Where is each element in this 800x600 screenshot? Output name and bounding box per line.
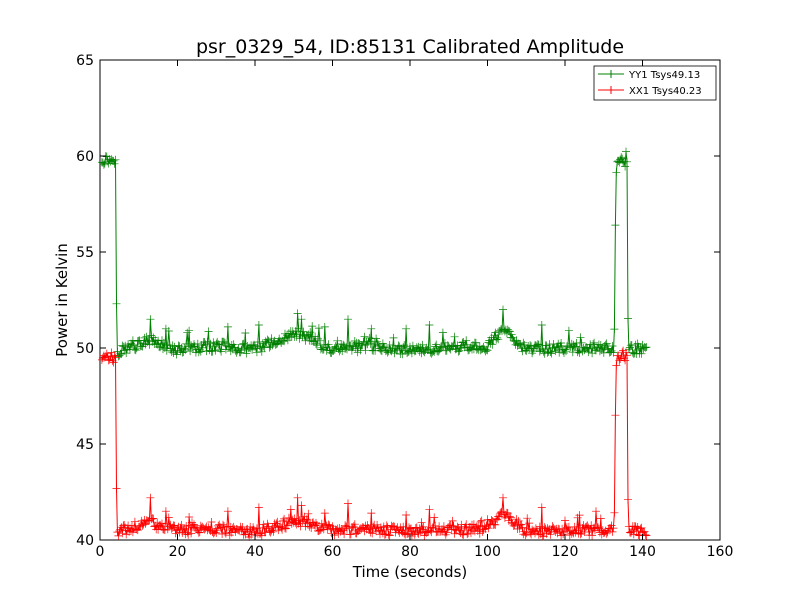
x-tick-label: 60 (324, 544, 342, 560)
legend-marker-xx1 (607, 86, 615, 94)
legend: YY1 Tsys49.13 XX1 Tsys40.23 (593, 65, 717, 101)
x-tick-label: 160 (707, 544, 734, 560)
legend-marker-yy1 (607, 70, 615, 78)
y-axis-label: Power in Kelvin (53, 243, 71, 357)
plot-area: 0 20 40 60 80 100 120 140 160 40 45 50 55 60 65 (76, 53, 733, 560)
y-tick-label: 45 (76, 437, 94, 453)
y-tick-label: 40 (76, 533, 94, 549)
y-tick-label: 55 (76, 245, 94, 261)
legend-box (593, 65, 717, 101)
legend-label-yy1: YY1 Tsys49.13 (628, 70, 700, 81)
y-tick-label: 50 (76, 341, 94, 357)
series-markers-yy1 (97, 147, 651, 361)
series-layer (97, 147, 651, 541)
x-axis-label: Time (seconds) (352, 563, 468, 581)
x-tick-label: 80 (401, 544, 419, 560)
x-tick-label: 100 (474, 544, 501, 560)
x-tick-label: 0 (96, 544, 105, 560)
series-markers-xx1 (97, 346, 651, 541)
x-tick-label: 140 (629, 544, 656, 560)
x-tick-label: 20 (169, 544, 187, 560)
y-tick-label: 60 (76, 149, 94, 165)
legend-label-xx1: XX1 Tsys40.23 (629, 86, 702, 97)
x-tick-label: 120 (552, 544, 579, 560)
x-tick-label: 40 (246, 544, 264, 560)
plot-frame (99, 59, 721, 541)
chart-title: psr_0329_54, ID:85131 Calibrated Amplitu… (196, 36, 624, 58)
ticks-layer: 0 20 40 60 80 100 120 140 160 40 45 50 55 60 65 (76, 53, 733, 560)
y-tick-label: 65 (76, 53, 94, 69)
